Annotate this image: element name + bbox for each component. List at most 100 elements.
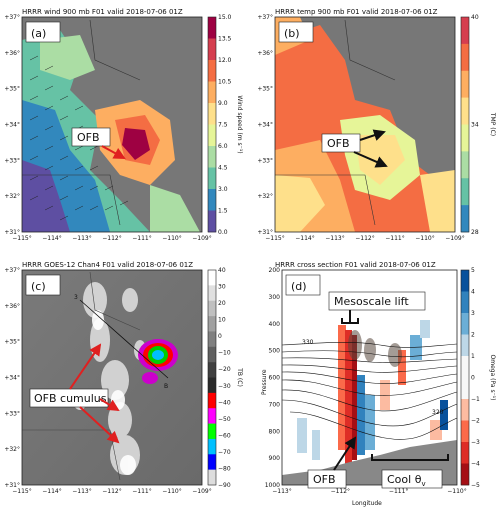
colorbar-segment	[208, 316, 216, 332]
colorbar-segment	[461, 377, 469, 400]
colorbar-segment	[208, 146, 216, 168]
panel-c-arrow-1	[69, 343, 102, 390]
x-tick-label: −114°	[295, 235, 314, 242]
colorbar-tick-label: 2	[471, 332, 475, 339]
colorbar-segment	[461, 399, 469, 421]
colorbar-segment	[208, 346, 216, 363]
x-tick-label: −110°	[447, 488, 466, 495]
colorbar-tick-label: −30	[218, 383, 231, 390]
y-tick-label: +37°	[4, 267, 20, 274]
y-tick-label: +36°	[4, 50, 20, 57]
y-tick-label: 500	[269, 348, 281, 355]
colorbar-tick-label: 40	[471, 14, 479, 21]
colorbar-segment	[461, 356, 469, 378]
colorbar-segment	[461, 334, 469, 357]
colorbar-segment	[208, 408, 216, 424]
colorbar-segment	[208, 38, 216, 61]
x-tick-label: −111°	[385, 235, 404, 242]
colorbar-segment	[208, 103, 216, 125]
y-tick-label: 400	[269, 321, 281, 328]
colorbar-tick-label: −20	[218, 366, 231, 373]
colorbar-tick-label: 40	[218, 267, 226, 274]
panel-d-ylabel: Pressure	[261, 369, 268, 395]
colorbar-tick-label: −70	[218, 449, 231, 456]
colorbar-segment	[461, 205, 469, 233]
lift-bracket	[341, 310, 359, 324]
panel-a-arrow	[101, 145, 126, 159]
colorbar-segment	[208, 377, 216, 394]
y-tick-label: +36°	[257, 50, 273, 57]
colorbar-tick-label: 0	[471, 375, 475, 382]
colorbar-segment	[208, 392, 216, 409]
colorbar-segment	[461, 420, 469, 443]
colorbar-segment	[461, 270, 469, 292]
colorbar-tick-label: 4	[471, 289, 475, 296]
colorbar-tick-label: 28	[471, 229, 479, 236]
x-tick-label: −115°	[12, 235, 31, 242]
x-tick-label: −112°	[102, 488, 121, 495]
y-tick-label: +36°	[4, 303, 20, 310]
panel-d-title: HRRR cross section F01 valid 2018-07-06 …	[275, 261, 436, 269]
x-tick-label: −112°	[102, 235, 121, 242]
colorbar-label: Omega (Pa s⁻¹)	[489, 355, 496, 401]
y-tick-label: 600	[269, 375, 281, 382]
colorbar-tick-label: −40	[218, 399, 231, 406]
x-tick-label: −113°	[72, 488, 91, 495]
x-tick-label: −109°	[445, 235, 464, 242]
y-tick-label: +33°	[4, 410, 20, 417]
y-tick-label: 1000	[265, 482, 280, 489]
colorbar-segment	[461, 43, 469, 72]
colorbar-segment	[208, 300, 216, 317]
x-tick-label: −111°	[132, 488, 151, 495]
panel-b-callout: OFB	[327, 137, 350, 150]
colorbar-tick-label: −60	[218, 432, 231, 439]
colorbar-tick-label: 0	[218, 333, 222, 340]
y-tick-label: +34°	[257, 122, 273, 129]
x-tick-label: −110°	[162, 235, 181, 242]
panel-a-letter: (a)	[31, 27, 46, 40]
y-tick-label: +33°	[257, 157, 273, 164]
panel-c-arrow-3	[79, 406, 120, 444]
colorbar-segment	[208, 423, 216, 440]
cool-bracket	[371, 454, 449, 461]
colorbar-tick-label: 13.5	[218, 36, 232, 43]
y-tick-label: 300	[269, 294, 281, 301]
y-tick-label: +32°	[4, 446, 20, 453]
panel-d-letter: (d)	[291, 280, 307, 293]
colorbar-segment	[461, 178, 469, 206]
y-tick-label: +34°	[4, 122, 20, 129]
colorbar-segment	[461, 124, 469, 152]
colorbar-segment	[461, 313, 469, 335]
colorbar-segment	[461, 442, 469, 464]
panel-d-lift-callout: Mesoscale lift	[334, 295, 409, 308]
panel-b-letter: (b)	[284, 27, 300, 40]
colorbar-segment	[208, 17, 216, 39]
x-tick-label: −110°	[162, 488, 181, 495]
colorbar-segment	[461, 97, 469, 125]
panel-a: HRRR wind 900 mb F01 valid 2018-07-06 01…	[4, 8, 243, 242]
colorbar-tick-label: 5	[471, 267, 475, 274]
colorbar-frame	[207, 16, 217, 233]
panel-d-ofb-callout: OFB	[313, 473, 336, 486]
colorbar-tick-label: −4	[471, 461, 480, 468]
y-tick-label: +34°	[4, 375, 20, 382]
x-tick-label: −114°	[42, 235, 61, 242]
y-tick-label: 900	[269, 455, 281, 462]
colorbar-tick-label: −5	[471, 482, 480, 489]
colorbar-segment	[461, 463, 469, 486]
y-tick-label: +31°	[257, 229, 273, 236]
x-tick-label: −109°	[192, 488, 211, 495]
x-tick-label: −113°	[272, 488, 291, 495]
x-tick-label: −111°	[389, 488, 408, 495]
x-tick-label: −114°	[42, 488, 61, 495]
colorbar-tick-label: 3.0	[218, 186, 228, 193]
colorbar-tick-label: 12.0	[218, 57, 232, 64]
colorbar-segment	[208, 469, 216, 486]
storm-cell	[138, 339, 178, 384]
y-tick-label: +32°	[4, 193, 20, 200]
panel-b-arrow-1	[359, 129, 386, 141]
colorbar-tick-label: 1.5	[218, 208, 228, 215]
colorbar-segment	[461, 151, 469, 179]
x-tick-label: −110°	[415, 235, 434, 242]
colorbar-tick-label: −90	[218, 482, 231, 489]
